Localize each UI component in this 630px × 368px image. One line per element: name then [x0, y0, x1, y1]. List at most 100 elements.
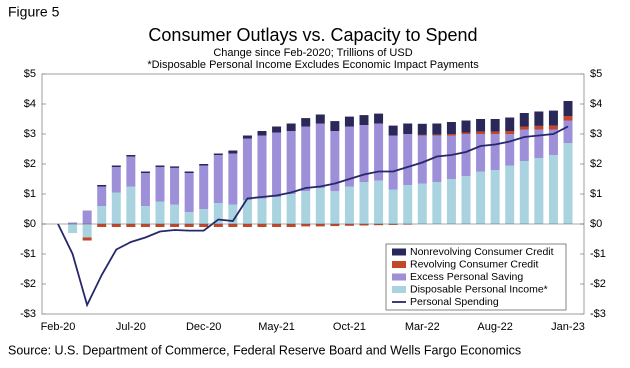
- bar-segment: [199, 164, 209, 166]
- y-tick-label: -$1: [20, 248, 36, 260]
- bar-segment: [359, 115, 369, 125]
- bar-segment: [199, 209, 209, 224]
- y-tick-label: $2: [24, 158, 36, 170]
- bar-segment: [403, 134, 413, 185]
- y2-tick-label: $5: [590, 68, 602, 80]
- bar-segment: [68, 224, 78, 233]
- bar-segment: [563, 120, 573, 143]
- bar-segment: [344, 186, 354, 224]
- bar-segment: [184, 212, 194, 224]
- bar-segment: [548, 155, 558, 224]
- bar-segment: [388, 189, 398, 224]
- bar-segment: [82, 224, 92, 238]
- bar-segment: [519, 129, 529, 161]
- bar-segment: [126, 186, 136, 224]
- bar-segment: [257, 135, 267, 199]
- bar-segment: [548, 129, 558, 155]
- bar-segment: [199, 224, 209, 227]
- x-tick-label: Mar-22: [405, 321, 440, 333]
- bar-segment: [359, 125, 369, 182]
- bar-segment: [374, 180, 384, 224]
- bar-segment: [111, 192, 121, 224]
- legend-swatch: [392, 261, 406, 268]
- bar-segment: [432, 134, 442, 136]
- legend-label: Disposable Personal Income*: [410, 283, 548, 295]
- bar-segment: [490, 134, 500, 170]
- bar-segment: [432, 135, 442, 182]
- bar-segment: [126, 224, 136, 227]
- legend-swatch: [392, 286, 406, 293]
- line-series: [57, 125, 569, 308]
- bar-segment: [432, 123, 442, 135]
- bar-segment: [461, 132, 471, 134]
- bar-segment: [170, 166, 180, 168]
- bar-segment: [170, 204, 180, 224]
- bar-segment: [97, 206, 107, 224]
- bar-segment: [213, 153, 223, 155]
- bar-segment: [417, 135, 427, 184]
- bar-segment: [272, 132, 282, 197]
- bar-segment: [199, 165, 209, 209]
- bar-segment: [242, 200, 252, 224]
- y2-tick-label: $1: [590, 188, 602, 200]
- bar-segment: [461, 134, 471, 176]
- bar-segment: [344, 116, 354, 127]
- y-tick-label: $4: [24, 98, 36, 110]
- bar-segment: [315, 224, 325, 227]
- x-tick-label: Aug-22: [477, 321, 512, 333]
- bar-segment: [519, 126, 529, 130]
- bar-segment: [534, 111, 544, 126]
- bar-segment: [563, 101, 573, 116]
- bar-segment: [403, 185, 413, 224]
- bar-segment: [228, 153, 238, 205]
- bar-segment: [111, 224, 121, 227]
- bar-segment: [140, 171, 150, 173]
- bar-segment: [417, 183, 427, 224]
- bar-segment: [97, 224, 107, 227]
- bar-segment: [432, 182, 442, 224]
- bar-segment: [111, 165, 121, 167]
- bar-segment: [374, 123, 384, 181]
- legend-label: Revolving Consumer Credit: [410, 258, 538, 270]
- source: Source: U.S. Department of Commerce, Fed…: [8, 343, 521, 357]
- bar-segment: [563, 116, 573, 121]
- legend-swatch: [392, 248, 406, 256]
- bar-segment: [476, 131, 486, 134]
- bar-segment: [228, 150, 238, 154]
- bar-segment: [286, 224, 296, 227]
- y2-tick-label: -$2: [590, 278, 606, 290]
- y2-tick-label: $3: [590, 128, 602, 140]
- bar-segment: [315, 114, 325, 124]
- bar-segment: [417, 123, 427, 135]
- bar-segment: [344, 224, 354, 226]
- y2-tick-label: $4: [590, 98, 602, 110]
- bar-segment: [286, 123, 296, 131]
- bar-segment: [155, 167, 165, 202]
- bar-segment: [228, 224, 238, 227]
- bar-segment: [155, 224, 165, 227]
- bar-segment: [534, 125, 544, 130]
- bar-segment: [417, 134, 427, 136]
- bar-segment: [388, 125, 398, 136]
- bar-segment: [548, 125, 558, 130]
- bar-segment: [184, 173, 194, 212]
- bar-segment: [490, 119, 500, 132]
- bar-segment: [534, 129, 544, 158]
- bar-segment: [461, 120, 471, 133]
- legend-label: Excess Personal Saving: [410, 271, 523, 283]
- bar-segment: [330, 121, 340, 131]
- bar-segment: [301, 126, 311, 191]
- x-tick-label: Jul-20: [116, 321, 146, 333]
- bar-segment: [476, 119, 486, 132]
- bar-segment: [228, 204, 238, 224]
- bar-segment: [374, 224, 384, 226]
- legend-swatch: [392, 273, 406, 281]
- x-tick-label: Oct-21: [333, 321, 366, 333]
- bar-segment: [140, 206, 150, 224]
- chart-title: Consumer Outlays vs. Capacity to Spend: [148, 25, 477, 45]
- bar-segment: [82, 237, 92, 241]
- bar-segment: [563, 143, 573, 224]
- bar-segment: [242, 138, 252, 200]
- chart-subtitle: Change since Feb-2020; Trillions of USD: [213, 47, 412, 59]
- y2-tick-label: -$1: [590, 248, 606, 260]
